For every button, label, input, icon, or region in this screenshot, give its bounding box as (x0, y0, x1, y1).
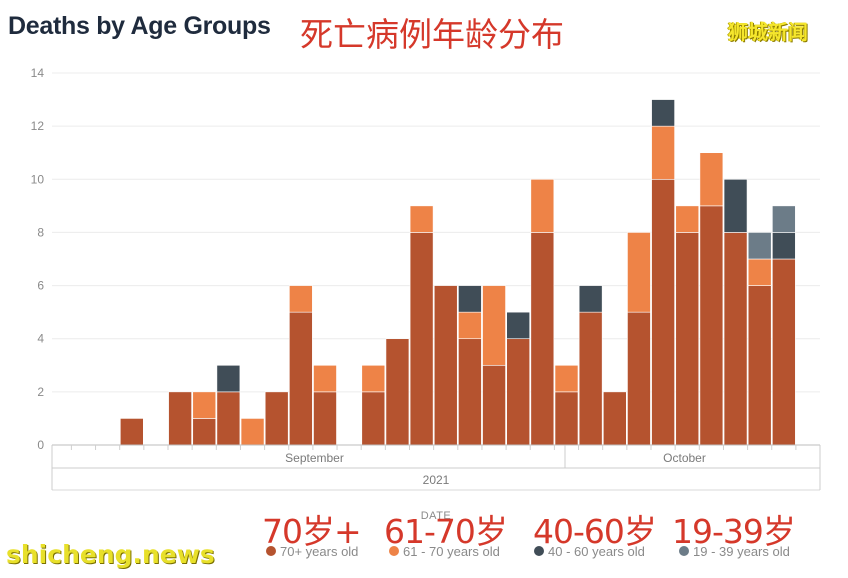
bar-segment (192, 391, 217, 419)
brand-watermark-bottom: shicheng.news (6, 540, 215, 569)
legend-zh-61-70: 61-70岁 (384, 512, 508, 551)
legend-zh-40-60: 40-60岁 (533, 512, 657, 551)
y-tick-label: 2 (37, 385, 44, 399)
y-tick-label: 12 (31, 119, 45, 133)
bar-segment (627, 311, 651, 446)
legend-marker (389, 546, 399, 556)
y-tick-label: 4 (37, 332, 44, 346)
bar-segment (699, 205, 724, 446)
bar-segment (313, 391, 337, 446)
y-tick-label: 8 (37, 225, 44, 239)
brand-logo-top: 狮城新闻 (728, 20, 808, 44)
legend-label: 70+ years old (280, 544, 358, 559)
bar-segment (361, 391, 386, 446)
bar-segment (772, 232, 796, 260)
bar-segment (506, 311, 531, 340)
bar-segment (506, 338, 531, 446)
bar-segment (747, 232, 772, 260)
chart-title-chinese: 死亡病例年龄分布 (300, 15, 564, 54)
legend-marker (266, 546, 276, 556)
month-label-september: September (285, 451, 344, 465)
bar-segment (627, 232, 651, 313)
bar-segment (458, 311, 482, 340)
bar-segment (675, 232, 700, 446)
bar-segment (433, 285, 458, 446)
y-tick-label: 6 (37, 279, 44, 293)
bar-segment (385, 338, 410, 446)
bar-segment (578, 285, 603, 313)
y-tick-label: 0 (37, 438, 44, 452)
bar-segment (747, 258, 772, 286)
bar-segment (482, 364, 506, 446)
bar-segment (482, 285, 506, 366)
year-label: 2021 (423, 473, 450, 487)
bar-segment (651, 125, 675, 180)
chart-title-english: Deaths by Age Groups (8, 12, 271, 40)
x-axis-title: DATE (421, 510, 452, 522)
bar-segment (458, 285, 482, 313)
bar-segment (289, 311, 313, 446)
bar-segment (651, 99, 675, 127)
legend-label: 19 - 39 years old (693, 544, 790, 559)
bar-segment (313, 364, 337, 393)
bar-segment (747, 285, 772, 446)
bar-segment (772, 258, 796, 446)
bar-segment (216, 364, 241, 393)
bar-segment (289, 285, 313, 313)
bar-segment (554, 391, 579, 446)
bar-segment (578, 311, 603, 446)
y-tick-label: 14 (31, 66, 45, 80)
bar-segment (723, 178, 748, 233)
bar-segment (120, 418, 144, 446)
bar-segment (458, 338, 482, 446)
bar-segment (772, 205, 796, 233)
bar-segment (168, 391, 192, 446)
bar-segment (699, 152, 724, 207)
bar-segment (675, 205, 700, 233)
bar-segment (240, 418, 265, 446)
bar-segment (530, 232, 555, 446)
legend-label: 40 - 60 years old (548, 544, 645, 559)
legend-marker (534, 546, 544, 556)
legend-marker (679, 546, 689, 556)
bar-segment (723, 232, 748, 446)
bar-segment (409, 232, 434, 446)
bar-segment (651, 178, 675, 446)
bar-segment (361, 364, 386, 393)
bar-segment (530, 178, 555, 233)
bar-segment (216, 391, 241, 446)
month-label-october: October (663, 451, 706, 465)
bar-segment (192, 418, 217, 446)
legend-label: 61 - 70 years old (403, 544, 500, 559)
bar-segment (602, 391, 627, 446)
bar-segment (554, 364, 579, 393)
legend-zh-70-plus: 70岁+ (262, 512, 362, 551)
bar-segment (409, 205, 434, 233)
y-tick-label: 10 (31, 172, 45, 186)
bar-segment (264, 391, 289, 446)
legend-zh-19-39: 19-39岁 (672, 512, 796, 551)
